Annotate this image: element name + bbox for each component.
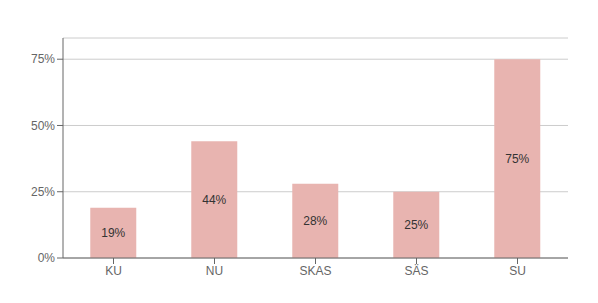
- svg-text:28%: 28%: [303, 214, 327, 228]
- svg-text:44%: 44%: [202, 193, 226, 207]
- svg-text:NU: NU: [206, 264, 223, 278]
- svg-text:50%: 50%: [31, 119, 55, 133]
- svg-text:SKAS: SKAS: [299, 264, 331, 278]
- svg-text:75%: 75%: [31, 52, 55, 66]
- svg-text:SU: SU: [509, 264, 526, 278]
- svg-text:75%: 75%: [505, 152, 529, 166]
- svg-text:19%: 19%: [101, 226, 125, 240]
- svg-text:25%: 25%: [404, 218, 428, 232]
- svg-text:0%: 0%: [38, 251, 56, 265]
- svg-text:25%: 25%: [31, 185, 55, 199]
- svg-text:SÄS: SÄS: [404, 264, 428, 278]
- svg-text:KU: KU: [105, 264, 122, 278]
